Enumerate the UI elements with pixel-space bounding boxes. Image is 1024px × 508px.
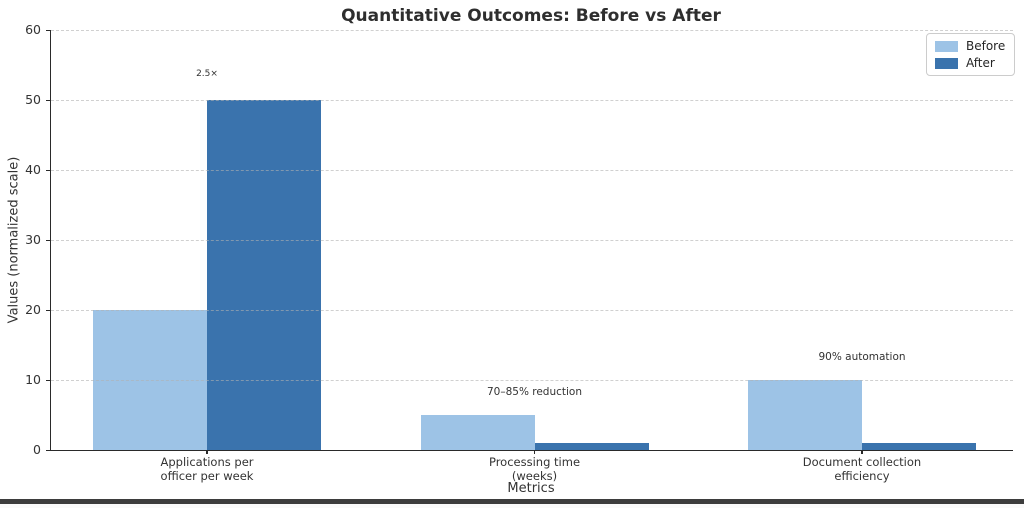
gridline-y40 (51, 170, 1013, 171)
y-tick-label-50: 50 (25, 92, 41, 107)
y-tick-mark-10 (46, 379, 51, 381)
x-axis-label: Metrics (507, 481, 555, 496)
gridline-y30 (51, 240, 1013, 241)
chart-title: Quantitative Outcomes: Before vs After (341, 6, 721, 26)
bar-after-2 (862, 443, 976, 450)
plot-area: 0 10 20 30 40 50 60 Applications per officer pe… (25, 22, 1013, 483)
annotation-2: 90% automation (818, 350, 906, 363)
legend-swatch-after (935, 57, 958, 69)
window-bottom-sliver (0, 504, 1024, 508)
y-tick-label-30: 30 (25, 232, 41, 247)
y-tick-mark-20 (46, 309, 51, 311)
gridline-y10 (51, 380, 1013, 381)
legend-label-before: Before (966, 39, 1006, 53)
gridline-y50 (51, 100, 1013, 101)
y-tick-mark-50 (46, 99, 51, 101)
legend-swatch-before (935, 40, 958, 52)
y-tick-label-40: 40 (25, 162, 41, 177)
y-tick-mark-60 (46, 29, 51, 31)
bar-before-2 (748, 380, 862, 450)
y-tick-label-20: 20 (25, 302, 41, 317)
gridline-y60 (51, 30, 1013, 31)
x-tick-mark-0 (206, 450, 208, 454)
bar-before-1 (420, 415, 535, 450)
x-tick-label-0: Applications per officer per week (160, 455, 254, 483)
annotation-1: 70–85% reduction (486, 385, 583, 398)
legend: Before After (926, 33, 1016, 76)
annotation-0: 2.5× (196, 69, 218, 79)
window-bottom-edge (0, 499, 1024, 504)
x-tick-mark-2 (861, 450, 863, 454)
y-tick-mark-30 (46, 239, 51, 241)
x-tick-label-1: Processing time (weeks) (488, 455, 581, 483)
legend-item-after: After (935, 56, 1005, 70)
legend-label-after: After (966, 56, 995, 70)
y-tick-label-60: 60 (25, 22, 41, 37)
y-tick-label-0: 0 (33, 442, 41, 457)
x-tick-mark-1 (533, 450, 536, 454)
y-tick-label-10: 10 (25, 372, 41, 387)
y-tick-mark-40 (46, 169, 51, 171)
y-tick-mark-0 (46, 449, 51, 451)
gridline-y20 (51, 310, 1013, 311)
bar-after-1 (534, 443, 649, 450)
legend-item-before: Before (935, 39, 1005, 53)
x-tick-label-2: Document collection efficiency (802, 455, 922, 483)
bar-after-0 (207, 100, 321, 450)
